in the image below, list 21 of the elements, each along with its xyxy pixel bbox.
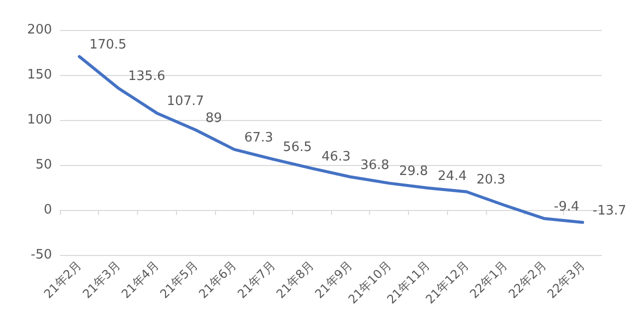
data-label: 46.3 (322, 149, 351, 164)
data-label: 67.3 (244, 130, 274, 146)
data-label: -13.7 (592, 203, 626, 218)
data-label: 36.8 (360, 158, 390, 173)
line-series (78, 55, 584, 224)
data-label: 170.5 (89, 38, 127, 53)
data-label: 107.7 (166, 94, 204, 110)
y-tick-label: 50 (35, 158, 52, 172)
data-label: -9.4 (554, 199, 580, 214)
data-label: 89 (206, 110, 222, 126)
data-label: 20.3 (476, 172, 506, 188)
data-label: 24.4 (438, 169, 467, 184)
y-tick-label: 200 (27, 22, 52, 38)
y-tick-label: -50 (30, 248, 52, 262)
y-tick-label: 0 (44, 202, 52, 218)
y-tick-label: 100 (27, 112, 52, 128)
data-label: 135.6 (128, 68, 166, 84)
x-tick-label: 22年3月 (544, 258, 588, 302)
data-label: 56.5 (282, 140, 312, 156)
data-label: 29.8 (399, 164, 428, 180)
y-tick-label: 150 (27, 68, 52, 82)
